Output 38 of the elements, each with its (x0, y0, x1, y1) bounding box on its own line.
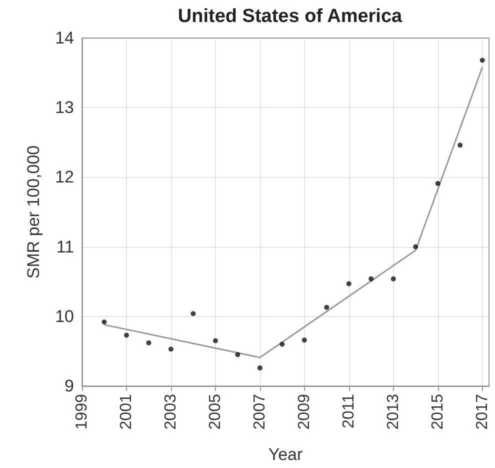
y-tick-label: 10 (55, 306, 74, 326)
y-tick-label: 9 (64, 376, 74, 396)
x-tick-label: 2013 (384, 394, 402, 430)
point (168, 346, 174, 352)
x-tick-label: 2005 (206, 394, 224, 430)
x-tick-label: 2011 (340, 394, 358, 428)
y-tick-label: 12 (55, 168, 74, 187)
point (458, 142, 463, 148)
point (368, 276, 374, 282)
point (235, 352, 240, 358)
x-tick-label: 1999 (74, 394, 90, 430)
point (190, 311, 196, 316)
y-axis-title: SMR per 100,000 (24, 145, 43, 279)
point (302, 338, 307, 343)
point (212, 338, 218, 344)
x-tick-label: 2007 (251, 394, 268, 430)
point (102, 319, 107, 324)
point (480, 58, 485, 63)
y-tick-label: 11 (56, 237, 74, 256)
point (324, 304, 330, 310)
y-tick-label: 13 (55, 98, 74, 118)
point (257, 365, 262, 370)
point (413, 244, 418, 250)
x-tick-label: 2001 (118, 394, 135, 430)
point (346, 281, 352, 286)
x-tick-label: 2003 (162, 394, 180, 430)
y-tick-label: 14 (55, 28, 74, 48)
x-tick-label: 2009 (296, 394, 313, 430)
point (146, 340, 152, 346)
x-tick-label: 2015 (429, 394, 446, 430)
point (124, 332, 129, 338)
point (435, 180, 440, 186)
line-series (103, 66, 484, 358)
point (390, 276, 396, 282)
x-axis-title: Year (268, 445, 304, 464)
x-tick-label: 2017 (474, 394, 491, 430)
chart-title: United States of America (178, 6, 403, 27)
point (280, 342, 285, 347)
